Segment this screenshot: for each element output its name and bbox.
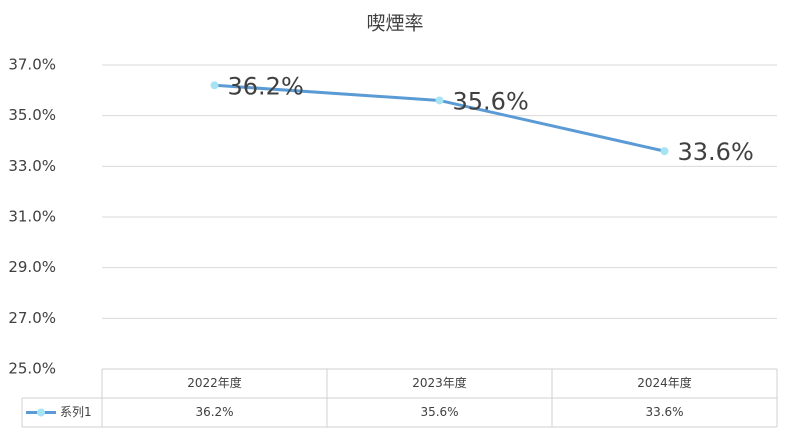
y-tick-label: 31.0% xyxy=(8,208,56,226)
table-cell: 33.6% xyxy=(645,405,683,419)
table-header: 2022年度 xyxy=(187,375,242,390)
data-label: 33.6% xyxy=(678,138,754,166)
legend-marker xyxy=(37,408,45,417)
y-tick-label: 25.0% xyxy=(8,360,56,378)
legend-label: 系列1 xyxy=(60,405,92,419)
table-header: 2023年度 xyxy=(412,375,467,390)
y-tick-label: 29.0% xyxy=(8,258,56,276)
chart-title: 喫煙率 xyxy=(366,13,423,35)
data-point xyxy=(435,96,444,105)
table-cell: 36.2% xyxy=(195,405,233,419)
y-tick-label: 37.0% xyxy=(8,56,56,74)
data-label: 36.2% xyxy=(228,72,304,100)
y-tick-label: 35.0% xyxy=(8,106,56,124)
y-tick-label: 27.0% xyxy=(8,309,56,327)
table-cell: 35.6% xyxy=(420,405,458,419)
data-label: 35.6% xyxy=(453,87,529,115)
data-point xyxy=(660,147,669,156)
y-tick-label: 33.0% xyxy=(8,157,56,175)
data-point xyxy=(210,81,219,90)
table-header: 2024年度 xyxy=(637,375,692,390)
